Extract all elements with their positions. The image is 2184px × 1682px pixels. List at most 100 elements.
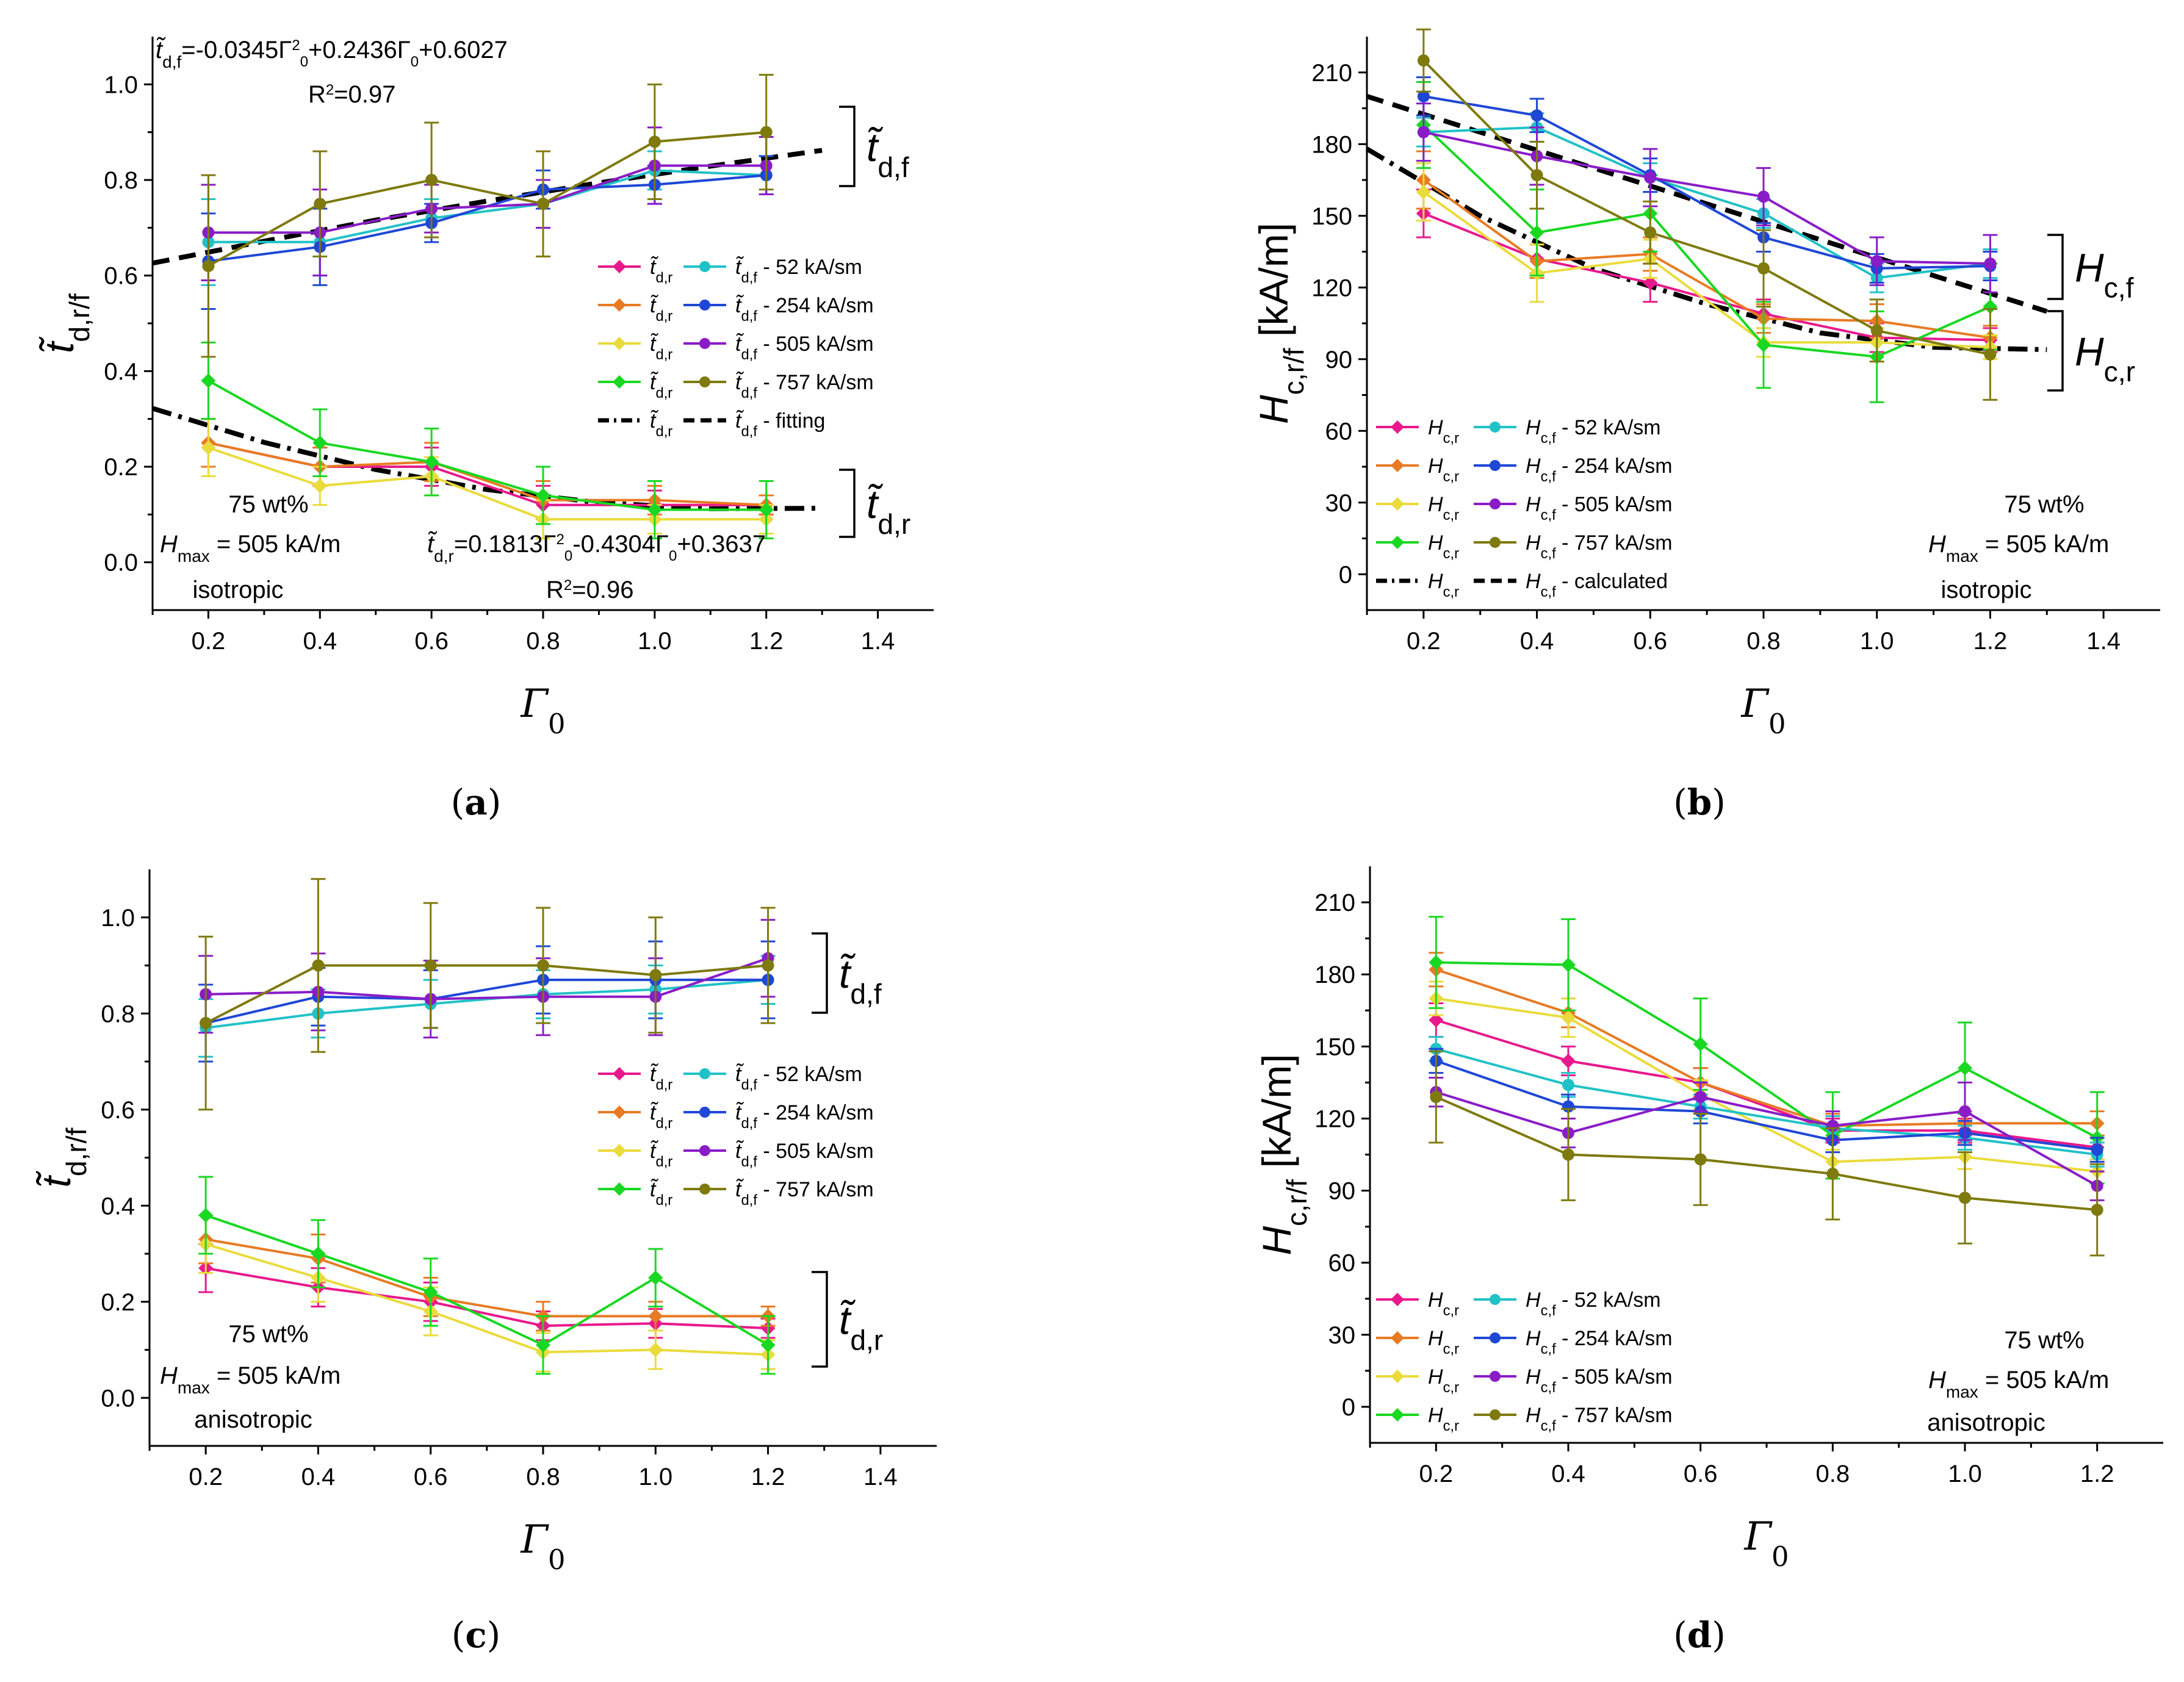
series-line xyxy=(1435,1096,2097,1212)
bracket xyxy=(812,932,828,1014)
annotations: 75 wt% Hmax = 505 kA/m isotropic t̃d,f=-0.0… xyxy=(156,37,766,603)
data-point xyxy=(1561,1010,1576,1026)
legend-marker xyxy=(613,1105,626,1119)
y-axis-label: Hc,r/f [kA/m] xyxy=(1254,1054,1313,1255)
data-point xyxy=(1417,54,1430,67)
x-tick-label: 0.2 xyxy=(192,628,226,655)
legend-marker xyxy=(1490,1409,1501,1420)
series-line xyxy=(207,379,766,511)
data-point xyxy=(1562,1148,1574,1161)
series-line xyxy=(205,979,768,1024)
legend-marker xyxy=(613,337,626,350)
series-4 xyxy=(1429,1036,2105,1168)
legend-marker xyxy=(1490,1332,1501,1343)
legend-label: Hc,f - 757 kA/sm xyxy=(1526,1404,1673,1434)
legend-label: Hc,r xyxy=(1428,570,1459,600)
legend-marker xyxy=(1391,1370,1404,1383)
legend-label: Hc,f - 254 kA/sm xyxy=(1526,455,1673,485)
data-point xyxy=(1983,299,1998,314)
r2-r: R2=0.96 xyxy=(546,577,633,603)
series-line xyxy=(1423,95,1991,270)
r2-f: R2=0.97 xyxy=(308,81,395,108)
legend-label: Hc,r xyxy=(1428,493,1459,523)
data-point xyxy=(201,440,216,455)
legend-label: t̃d,r xyxy=(650,256,672,286)
x-tick-label: 1.0 xyxy=(1860,628,1894,655)
legend-marker xyxy=(613,1182,626,1196)
y-tick-label: 90 xyxy=(1328,1178,1356,1205)
y-tick-label: 1.0 xyxy=(101,905,135,932)
data-point xyxy=(1416,184,1431,199)
legend-marker xyxy=(699,1107,710,1118)
legend-label: t̃d,f - 757 kA/sm xyxy=(735,371,874,401)
series-6 xyxy=(1429,1077,2105,1201)
legend-label: Hc,f - 52 kA/sm xyxy=(1526,416,1661,447)
series-line xyxy=(207,441,766,506)
legend-label: t̃d,r xyxy=(650,1140,672,1170)
data-point xyxy=(2091,1204,2103,1217)
legend-marker xyxy=(699,1184,710,1195)
series-line xyxy=(208,169,766,243)
data-point xyxy=(1757,190,1770,203)
fit-equation-r: t̃d,r=0.1813Γ20-0.4304Γ0+0.3637 xyxy=(427,531,766,566)
legend-label: Hc,r xyxy=(1428,1327,1459,1357)
data-point xyxy=(648,135,661,148)
legend-marker xyxy=(613,298,626,312)
data-point xyxy=(202,260,215,272)
legend-marker xyxy=(699,300,710,311)
y-tick-label: 30 xyxy=(1328,1322,1356,1349)
legend-label: Hc,f - calculated xyxy=(1526,570,1668,600)
bracket-label: t̃d,f xyxy=(867,124,909,183)
y-tick-label: 210 xyxy=(1311,60,1352,87)
x-tick-label: 0.8 xyxy=(526,1464,560,1490)
legend-label: t̃d,r xyxy=(650,1063,672,1093)
chart-panel-d: 0.2 0.4 0.6 0.8 1.0 1.2 0 30 60 90 120 150 180 210 Γ0 H… xyxy=(1254,866,2163,1656)
y-tick-label: 1.0 xyxy=(104,71,138,98)
data-point xyxy=(647,502,662,517)
legend-marker xyxy=(1391,1408,1404,1421)
series-7 xyxy=(201,74,774,358)
y-tick-label: 0.2 xyxy=(101,1289,135,1316)
data-point xyxy=(1870,324,1883,337)
series-7 xyxy=(1429,1050,2105,1257)
data-point xyxy=(648,1342,663,1357)
data-point xyxy=(314,198,326,210)
annotations: 75 wt% Hmax = 505 kA/m anisotropic xyxy=(1927,1327,2109,1436)
series-line xyxy=(205,1243,768,1356)
legend-label: t̃d,r xyxy=(650,332,672,363)
data-point xyxy=(311,1246,326,1261)
data-point xyxy=(648,1270,663,1285)
wt-annotation: 75 wt% xyxy=(2004,491,2084,518)
legend-label: t̃d,f - 52 kA/sm xyxy=(735,256,862,286)
legend-label: t̃d,f - fitting xyxy=(735,409,825,440)
series-line xyxy=(205,1238,768,1318)
panel-caption: (a) xyxy=(451,782,502,823)
x-tick-label: 0.6 xyxy=(414,1464,448,1490)
bracket xyxy=(2047,234,2064,300)
legend-marker xyxy=(613,1144,626,1157)
legend-marker xyxy=(613,260,626,273)
y-tick-label: 0 xyxy=(1339,561,1352,588)
y-tick-label: 0.2 xyxy=(104,454,138,481)
data-point xyxy=(201,373,216,388)
series-4 xyxy=(198,955,776,1058)
y-axis-label: t̃d,r/f xyxy=(37,293,95,353)
series-2 xyxy=(198,1214,776,1373)
x-tick-label: 0.4 xyxy=(1551,1461,1585,1487)
data-point xyxy=(312,435,328,450)
series-line xyxy=(1436,997,2097,1173)
series-3 xyxy=(201,341,774,539)
x-tick-label: 1.0 xyxy=(638,1464,672,1490)
data-point xyxy=(1429,955,1444,970)
y-tick-label: 60 xyxy=(1328,1250,1356,1277)
y-tick-label: 0 xyxy=(1342,1394,1355,1421)
legend-marker xyxy=(699,376,710,387)
data-point xyxy=(1530,109,1543,122)
series-0 xyxy=(1429,1002,2105,1160)
x-tick-label: 1.4 xyxy=(863,1464,898,1490)
y-tick-label: 120 xyxy=(1314,1105,1355,1132)
legend-marker xyxy=(1391,1331,1404,1345)
wt-annotation: 75 wt% xyxy=(2004,1327,2084,1354)
bracket-label: t̃d,f xyxy=(839,951,882,1010)
x-tick-label: 0.4 xyxy=(1520,628,1554,655)
